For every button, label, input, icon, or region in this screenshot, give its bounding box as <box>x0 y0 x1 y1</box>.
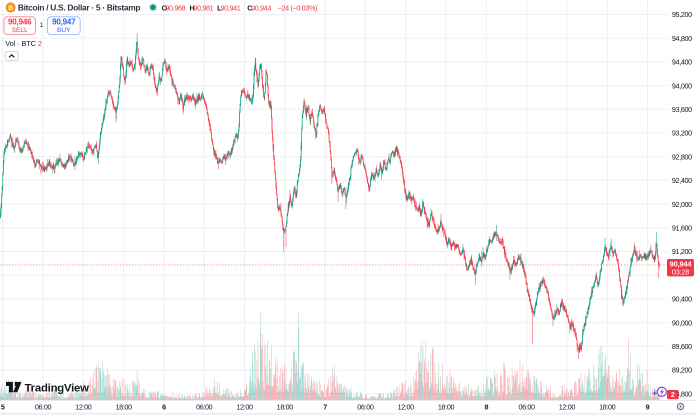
svg-text:5: 5 <box>1 403 5 412</box>
svg-text:12:00: 12:00 <box>236 403 253 412</box>
svg-text:12:00: 12:00 <box>398 403 415 412</box>
svg-text:88,800: 88,800 <box>672 389 692 398</box>
svg-text:94,800: 94,800 <box>672 34 692 43</box>
svg-text:06:00: 06:00 <box>35 403 52 412</box>
svg-text:12:00: 12:00 <box>559 403 576 412</box>
svg-text:92,000: 92,000 <box>672 200 692 209</box>
svg-text:06:00: 06:00 <box>518 403 535 412</box>
svg-text:Vol · BTC 2: Vol · BTC 2 <box>5 39 42 48</box>
svg-text:90,946: 90,946 <box>8 17 32 26</box>
svg-text:93,600: 93,600 <box>672 105 692 114</box>
svg-text:92,400: 92,400 <box>672 176 692 185</box>
svg-text:7: 7 <box>323 403 327 412</box>
svg-text:6: 6 <box>162 403 166 412</box>
svg-text:L: L <box>217 3 222 12</box>
svg-text:90,944: 90,944 <box>670 260 693 269</box>
svg-text:94,000: 94,000 <box>672 81 692 90</box>
svg-text:91,600: 91,600 <box>672 224 692 233</box>
svg-text:90,000: 90,000 <box>672 318 692 327</box>
svg-text:95,200: 95,200 <box>672 10 692 19</box>
svg-text:1: 1 <box>40 22 44 29</box>
svg-text:BUY: BUY <box>57 27 71 34</box>
svg-text:12:00: 12:00 <box>75 403 92 412</box>
svg-text:92,800: 92,800 <box>672 152 692 161</box>
svg-text:90,944: 90,944 <box>251 3 271 12</box>
svg-text:90,941: 90,941 <box>221 3 241 12</box>
svg-text:18:00: 18:00 <box>115 403 132 412</box>
svg-text:94,400: 94,400 <box>672 58 692 67</box>
svg-text:TradingView: TradingView <box>25 383 90 395</box>
svg-text:2: 2 <box>671 392 675 399</box>
svg-text:18:00: 18:00 <box>277 403 294 412</box>
svg-text:89,200: 89,200 <box>672 366 692 375</box>
svg-text:89,600: 89,600 <box>672 342 692 351</box>
svg-text:9: 9 <box>646 403 650 412</box>
svg-text:90,981: 90,981 <box>193 3 213 12</box>
svg-text:H: H <box>190 3 195 12</box>
svg-text:B: B <box>8 5 13 12</box>
svg-text:18:00: 18:00 <box>599 403 616 412</box>
svg-text:90,400: 90,400 <box>672 295 692 304</box>
svg-text:93,200: 93,200 <box>672 129 692 138</box>
svg-text:06:00: 06:00 <box>196 403 213 412</box>
svg-text:18:00: 18:00 <box>438 403 455 412</box>
svg-text:90,947: 90,947 <box>52 17 76 26</box>
svg-text:Bitcoin / U.S. Dollar · 5 · Bi: Bitcoin / U.S. Dollar · 5 · Bitstamp <box>18 3 140 13</box>
svg-text:90,968: 90,968 <box>165 3 185 12</box>
svg-text:C: C <box>247 3 252 12</box>
svg-text:03:28: 03:28 <box>672 267 689 276</box>
svg-text:O: O <box>162 3 168 12</box>
svg-text:91,200: 91,200 <box>672 247 692 256</box>
svg-text:SELL: SELL <box>12 27 28 34</box>
svg-text:8: 8 <box>484 403 488 412</box>
svg-text:−24 (−0.03%): −24 (−0.03%) <box>278 3 317 12</box>
svg-text:06:00: 06:00 <box>357 403 374 412</box>
